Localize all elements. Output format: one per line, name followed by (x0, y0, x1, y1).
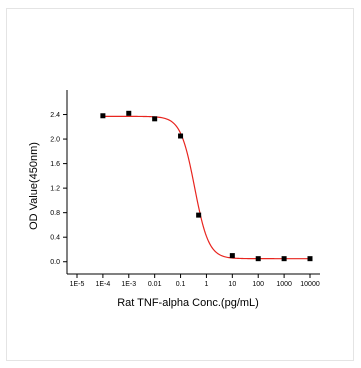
y-tick-label: 2.0 (50, 137, 60, 144)
x-ticks: 1E-5 1E-4 1E-3 0.01 0.1 1 10 100 1000 10000 (70, 274, 320, 288)
x-tick-label: 10 (228, 281, 236, 288)
x-tick-label: 100 (252, 281, 264, 288)
y-ticks: 0.0 0.4 0.8 1.2 1.6 2.0 2.4 (50, 112, 67, 266)
axes (66, 90, 320, 275)
data-point (100, 113, 106, 119)
x-tick-label: 0.01 (148, 281, 162, 288)
y-tick-label: 0.8 (50, 210, 60, 217)
y-tick-label: 0.0 (50, 259, 60, 266)
data-point (152, 116, 158, 122)
x-tick-label: 10000 (300, 281, 320, 288)
data-point (126, 110, 132, 116)
data-point (281, 256, 287, 262)
x-tick-label: 1E-3 (121, 281, 136, 288)
x-tick-label: 1 (204, 281, 208, 288)
data-point (229, 253, 235, 259)
data-point (255, 256, 261, 262)
data-point (307, 256, 313, 262)
data-point (178, 133, 184, 139)
data-point (196, 212, 202, 218)
y-tick-label: 0.4 (50, 235, 60, 242)
figure-frame (6, 8, 354, 361)
x-tick-label: 1000 (276, 281, 292, 288)
x-axis-title: Rat TNF-alpha Conc.(pg/mL) (117, 297, 259, 309)
x-tick-label: 1E-5 (70, 281, 85, 288)
y-tick-label: 1.6 (50, 161, 60, 168)
y-tick-label: 2.4 (50, 112, 60, 119)
y-axis-title: OD Value(450nm) (28, 142, 40, 230)
y-tick-label: 1.2 (50, 186, 60, 193)
data-points (100, 110, 313, 262)
x-tick-label: 1E-4 (95, 281, 110, 288)
x-tick-label: 0.1 (176, 281, 186, 288)
fit-curve (102, 115, 310, 260)
